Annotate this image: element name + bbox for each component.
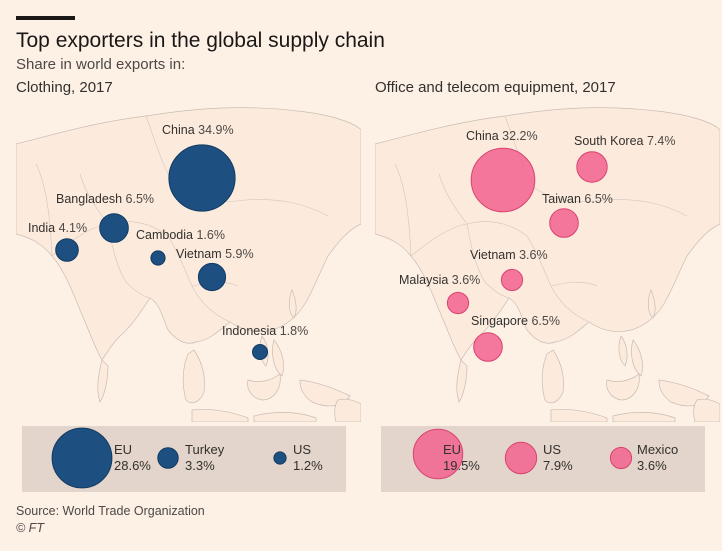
bubble-label-name: Indonesia: [222, 324, 280, 338]
bubble-label-value: 3.6%: [451, 273, 481, 287]
bubble-label-value: 1.6%: [196, 228, 225, 242]
legend-label-name: US: [293, 442, 312, 457]
bubble-india: [55, 238, 79, 262]
bubble-label-value: 1.8%: [279, 324, 309, 338]
bubble-label-value: 6.5%: [584, 192, 613, 206]
bubble-label-value: 4.1%: [58, 221, 88, 235]
bubble-label-value: 6.5%: [531, 314, 560, 328]
credit: © FT: [16, 521, 44, 535]
legend-label-mexico: Mexico 3.6%: [637, 442, 678, 474]
bubble-label-name: Taiwan: [542, 192, 585, 206]
legend-office-telecom: [381, 426, 705, 492]
legend-bubbles-clothing: [51, 427, 287, 489]
bubble-label-indonesia: Indonesia 1.8%: [222, 325, 308, 338]
bubble-vietnam: [197, 262, 227, 292]
bubble-vietnam: [500, 268, 524, 292]
legend-label-turkey: Turkey 3.3%: [185, 442, 224, 474]
legend-clothing: [22, 426, 346, 492]
bubble-label-china: China 34.9%: [162, 124, 234, 137]
bubble-label-malaysia: Malaysia 3.6%: [399, 274, 480, 287]
legend-bubble-us: [504, 441, 538, 475]
bubble-label-taiwan: Taiwan 6.5%: [542, 193, 613, 206]
bubble-taiwan: [549, 208, 579, 238]
map-bubbles: [446, 147, 608, 362]
legend-bubble-eu: [51, 427, 113, 489]
legend-label-eu: EU 28.6%: [114, 442, 151, 474]
chart-subtitle: Share in world exports in:: [16, 56, 186, 73]
legend-label-value: 19.5%: [443, 458, 480, 473]
bubble-label-name: Bangladesh: [56, 192, 126, 206]
bubble-label-name: Vietnam: [176, 247, 226, 261]
source-note: Source: World Trade Organization: [16, 504, 205, 518]
legend-bubble-turkey: [157, 447, 179, 469]
panel-title-office-telecom: Office and telecom equipment, 2017: [375, 79, 616, 96]
bubble-label-value: 6.5%: [125, 192, 155, 206]
legend-label-value: 3.3%: [185, 458, 215, 473]
bubble-indonesia: [252, 344, 268, 360]
bubble-label-value: 3.6%: [519, 248, 548, 262]
bubble-label-value: 7.4%: [646, 134, 676, 148]
bubble-label-china: China 32.2%: [466, 130, 538, 143]
bubble-malaysia: [446, 291, 470, 315]
land-shapes: [375, 107, 720, 422]
legend-bubble-mexico: [609, 446, 633, 470]
legend-label-value: 28.6%: [114, 458, 151, 473]
map-clothing: [16, 107, 361, 422]
bubble-label-value: 32.2%: [502, 129, 538, 143]
bubble-label-name: India: [28, 221, 59, 235]
legend-label-name: Turkey: [185, 442, 225, 457]
bubble-label-cambodia: Cambodia 1.6%: [136, 229, 225, 242]
bubble-label-name: China: [466, 129, 503, 143]
legend-label-name: EU: [443, 442, 462, 457]
legend-label-value: 1.2%: [293, 458, 323, 473]
bubble-bangladesh: [99, 213, 129, 243]
legend-label-us: US 7.9%: [543, 442, 573, 474]
bubble-cambodia: [150, 250, 166, 266]
bubble-label-name: Vietnam: [470, 248, 520, 262]
header-accent-bar: [16, 16, 75, 20]
legend-label-name: EU: [114, 442, 133, 457]
bubble-singapore: [473, 332, 503, 362]
bubble-label-name: Singapore: [471, 314, 532, 328]
bubble-label-bangladesh: Bangladesh 6.5%: [56, 193, 154, 206]
legend-label-value: 7.9%: [543, 458, 573, 473]
bubble-south-korea: [576, 151, 608, 183]
bubble-label-name: South Korea: [574, 134, 647, 148]
panel-title-clothing: Clothing, 2017: [16, 79, 113, 96]
bubble-label-vietnam: Vietnam 5.9%: [176, 248, 254, 261]
legend-label-value: 3.6%: [637, 458, 667, 473]
legend-label-us: US 1.2%: [293, 442, 323, 474]
bubble-label-south-korea: South Korea 7.4%: [574, 135, 675, 148]
legend-bubble-eu: [412, 428, 464, 480]
legend-label-name: US: [543, 442, 562, 457]
bubble-label-name: Cambodia: [136, 228, 197, 242]
bubble-label-name: Malaysia: [399, 273, 452, 287]
legend-label-eu: EU 19.5%: [443, 442, 480, 474]
legend-bubbles-office-telecom: [412, 428, 633, 480]
chart-title: Top exporters in the global supply chain: [16, 29, 385, 52]
land-shapes: [16, 107, 361, 422]
bubble-label-india: India 4.1%: [28, 222, 87, 235]
bubble-label-value: 34.9%: [198, 123, 234, 137]
bubble-label-vietnam: Vietnam 3.6%: [470, 249, 548, 262]
bubble-china: [470, 147, 536, 213]
bubble-china: [168, 144, 236, 212]
legend-bubble-us: [273, 451, 287, 465]
bubble-label-value: 5.9%: [225, 247, 254, 261]
map-bubbles: [55, 144, 268, 360]
bubble-label-singapore: Singapore 6.5%: [471, 315, 560, 328]
bubble-label-name: China: [162, 123, 199, 137]
map-office-telecom: [375, 107, 720, 422]
legend-label-name: Mexico: [637, 442, 679, 457]
